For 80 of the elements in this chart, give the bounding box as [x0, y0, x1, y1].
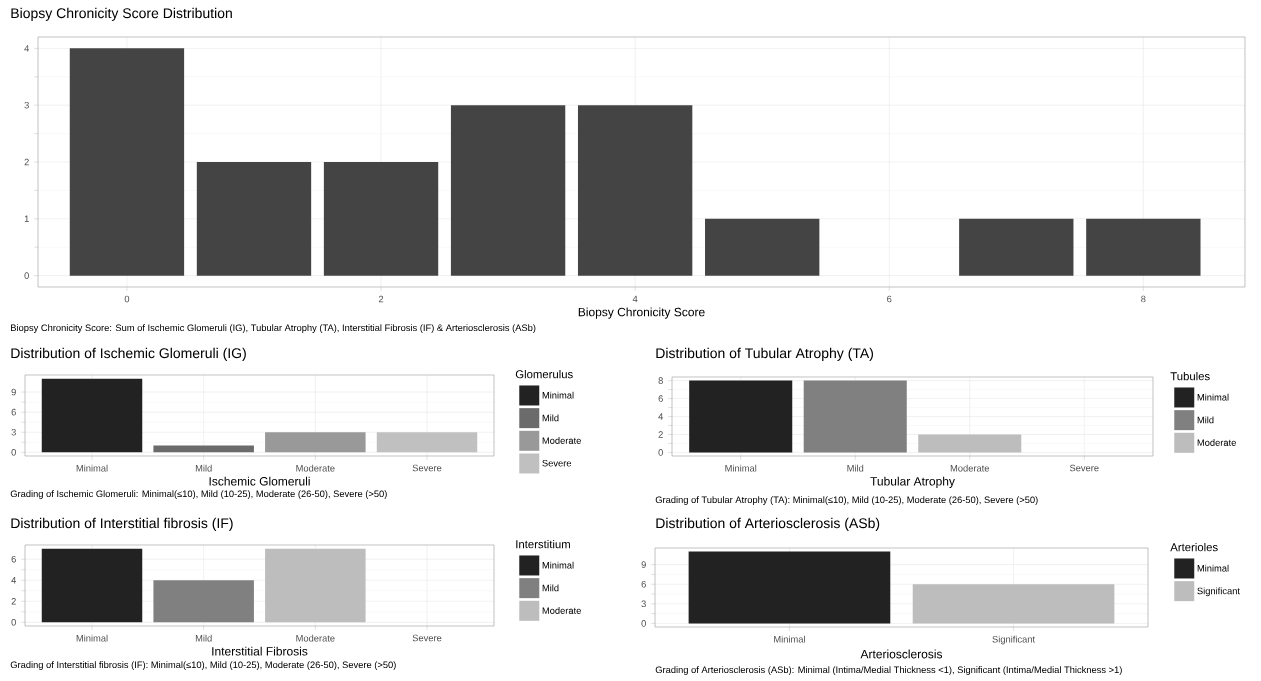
x-tick-label: 2 [378, 295, 384, 303]
x-tick-label: Moderate [950, 464, 990, 472]
x-axis-title: Ischemic Glomeruli [209, 476, 310, 486]
y-tick-label: 6 [11, 555, 16, 563]
x-tick-label: 6 [887, 295, 892, 303]
chart-title: Biopsy Chronicity Score Distribution [11, 7, 232, 21]
x-tick-label: Moderate [296, 634, 335, 642]
legend-label: Severe [542, 459, 572, 467]
x-axis-title: Tubular Atrophy [870, 476, 955, 488]
text: Grading of Tubular Atrophy (TA): Minimal(≤10), Mild (10-25), Moderate (26-50), Severe (>50) [655, 496, 1038, 505]
legend-title: Interstitium [516, 539, 570, 549]
legend-label: Significant [1197, 587, 1240, 597]
x-tick-label: Minimal [774, 635, 805, 643]
x-tick-label: Severe [1069, 464, 1099, 472]
text: Biopsy Chronicity Score: Sum of Ischemic Glomeruli (IG), Tubular Atrophy (TA), Interstitial Fibrosis (IF) & Arteriosclerosis (ASb) [11, 324, 536, 333]
x-tick-label: 4 [632, 295, 638, 303]
text: Grading of Arteriosclerosis (ASb): Minimal (Intima/Medial Thickness <1), Significant (Intima/Medial Thickness >1) [655, 666, 1122, 675]
legend-label: Minimal [542, 391, 574, 399]
x-tick-label: Severe [412, 464, 442, 472]
x-axis-title: Biopsy Chronicity Score [578, 307, 705, 319]
legend-label: Minimal [1197, 393, 1229, 401]
legend-label: Moderate [542, 607, 581, 614]
text: Grading of Interstitial fibrosis (IF): Minimal(≤10), Mild (10-25), Moderate (26-50), Severe (>50) [10, 661, 396, 670]
text: Grading of Ischemic Glomeruli: Minimal(≤10), Mild (10-25), Moderate (26-50), Severe (>50) [10, 490, 387, 499]
legend-label: Moderate [542, 437, 581, 444]
legend-title: Arterioles [1170, 542, 1218, 552]
y-tick-label: 4 [658, 413, 664, 420]
y-tick-label: 3 [24, 101, 29, 109]
bar [69, 48, 185, 276]
x-tick-label: Mild [195, 464, 212, 472]
y-tick-label: 2 [658, 431, 663, 438]
x-axis-title: Arteriosclerosis [860, 649, 943, 659]
y-tick-label: 2 [11, 598, 16, 605]
bar [959, 218, 1074, 276]
legend-title: Glomerulus [515, 369, 573, 379]
y-tick-label: 6 [641, 580, 646, 588]
legend-label: Minimal [1197, 564, 1229, 572]
x-tick-label: Minimal [76, 634, 108, 642]
x-tick-label: Severe [412, 634, 442, 642]
x-tick-label: Mild [195, 634, 212, 642]
legend-label: Mild [542, 584, 559, 592]
y-tick-label: 3 [11, 428, 16, 436]
y-tick-label: 0 [11, 619, 16, 626]
y-tick-label: 2 [24, 158, 29, 166]
bar [705, 218, 820, 276]
y-tick-label: 9 [641, 561, 646, 568]
y-tick-label: 8 [658, 377, 663, 384]
y-tick-label: 0 [641, 620, 646, 627]
chart-title: Distribution of Tubular Atrophy (TA) [656, 347, 874, 361]
y-tick-label: 6 [658, 395, 663, 402]
y-tick-label: 4 [24, 45, 30, 52]
x-axis-title: Interstitial Fibrosis [212, 646, 308, 656]
legend-label: Minimal [542, 561, 574, 569]
y-tick-label: 9 [11, 388, 16, 396]
chart-title: Distribution of Arteriosclerosis (ASb) [656, 517, 880, 531]
y-tick-label: 4 [11, 577, 17, 584]
y-tick-label: 0 [24, 272, 29, 279]
chart-title: Distribution of Ischemic Glomeruli (IG) [11, 347, 246, 361]
x-tick-label: Minimal [76, 464, 108, 472]
x-tick-label: Moderate [296, 464, 335, 472]
y-tick-label: 6 [11, 408, 16, 416]
chart-title: Distribution of Interstitial fibrosis (IF) [11, 517, 233, 531]
y-tick-label: 3 [641, 600, 646, 608]
x-tick-label: Significant [992, 635, 1036, 645]
bar [577, 105, 693, 276]
y-tick-label: 1 [24, 215, 29, 223]
bar [1086, 218, 1201, 276]
y-tick-label: 0 [11, 449, 16, 456]
x-tick-label: Mild [847, 464, 864, 472]
legend-title: Tubules [1170, 371, 1210, 381]
bar [196, 162, 312, 276]
y-tick-label: 0 [658, 449, 663, 456]
x-tick-label: 0 [124, 295, 130, 303]
legend-label: Moderate [1197, 439, 1236, 446]
x-tick-label: Minimal [725, 464, 757, 472]
x-tick-label: 8 [1141, 295, 1146, 303]
bar [450, 105, 566, 276]
bar [323, 162, 439, 276]
legend-label: Mild [1197, 416, 1214, 424]
legend-label: Mild [542, 414, 559, 422]
